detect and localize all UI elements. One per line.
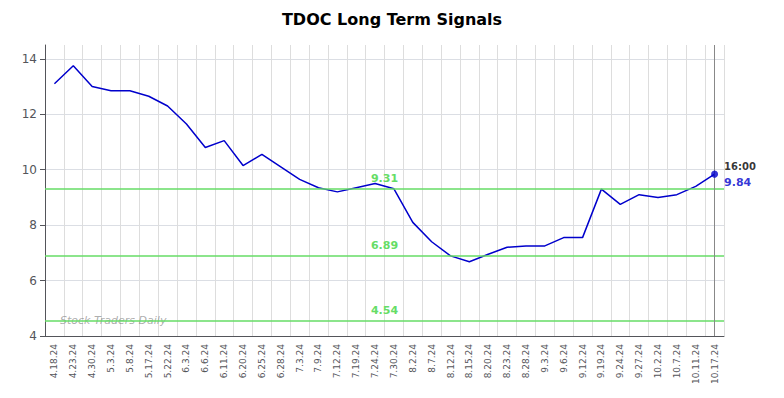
svg-text:5.22.24: 5.22.24 (163, 344, 173, 379)
svg-text:Stock Traders Daily: Stock Traders Daily (60, 314, 167, 327)
svg-text:8.20.24: 8.20.24 (483, 344, 493, 379)
svg-text:14: 14 (22, 52, 37, 66)
svg-text:10.2.24: 10.2.24 (653, 344, 663, 379)
svg-text:7.3.24: 7.3.24 (295, 344, 305, 373)
svg-text:4.30.24: 4.30.24 (87, 344, 97, 379)
svg-text:8.15.24: 8.15.24 (464, 344, 474, 379)
svg-text:8.28.24: 8.28.24 (521, 344, 531, 379)
svg-text:5.8.24: 5.8.24 (125, 344, 135, 373)
svg-text:6.89: 6.89 (371, 239, 398, 252)
svg-text:6.11.24: 6.11.24 (219, 344, 229, 379)
svg-text:8.12.24: 8.12.24 (446, 344, 456, 379)
svg-text:8.23.24: 8.23.24 (502, 344, 512, 379)
svg-text:7.24.24: 7.24.24 (370, 344, 380, 379)
svg-text:6.28.24: 6.28.24 (276, 344, 286, 379)
svg-text:9.19.24: 9.19.24 (596, 344, 606, 379)
svg-text:7.12.24: 7.12.24 (332, 344, 342, 379)
svg-text:5.17.24: 5.17.24 (144, 344, 154, 379)
svg-text:9.27.24: 9.27.24 (634, 344, 644, 379)
svg-text:9.84: 9.84 (724, 176, 751, 189)
svg-text:8.2.24: 8.2.24 (408, 344, 418, 373)
svg-text:7.9.24: 7.9.24 (313, 344, 323, 373)
svg-text:7.30.24: 7.30.24 (389, 344, 399, 379)
svg-text:12: 12 (22, 107, 37, 121)
svg-text:16:00: 16:00 (724, 161, 756, 172)
svg-text:9.12.24: 9.12.24 (578, 344, 588, 379)
svg-text:6.25.24: 6.25.24 (257, 344, 267, 379)
svg-text:6: 6 (29, 274, 37, 288)
svg-text:9.6.24: 9.6.24 (559, 344, 569, 373)
svg-text:4.54: 4.54 (371, 304, 398, 317)
svg-text:9.24.24: 9.24.24 (615, 344, 625, 379)
svg-text:5.3.24: 5.3.24 (106, 344, 116, 373)
svg-text:4.18.24: 4.18.24 (49, 344, 59, 379)
svg-text:7.19.24: 7.19.24 (351, 344, 361, 379)
svg-text:4: 4 (29, 329, 37, 343)
svg-text:8.7.24: 8.7.24 (427, 344, 437, 373)
svg-text:6.20.24: 6.20.24 (238, 344, 248, 379)
svg-text:10.17.24: 10.17.24 (710, 344, 720, 384)
svg-text:6.6.24: 6.6.24 (200, 344, 210, 373)
svg-text:9.3.24: 9.3.24 (540, 344, 550, 373)
svg-text:6.3.24: 6.3.24 (181, 344, 191, 373)
svg-text:10.11.24: 10.11.24 (691, 344, 701, 384)
svg-text:8: 8 (29, 218, 37, 232)
svg-text:4.23.24: 4.23.24 (68, 344, 78, 379)
svg-text:10.7.24: 10.7.24 (672, 344, 682, 379)
svg-text:9.31: 9.31 (371, 172, 398, 185)
svg-text:10: 10 (22, 163, 37, 177)
svg-text:TDOC Long Term Signals: TDOC Long Term Signals (282, 10, 502, 29)
